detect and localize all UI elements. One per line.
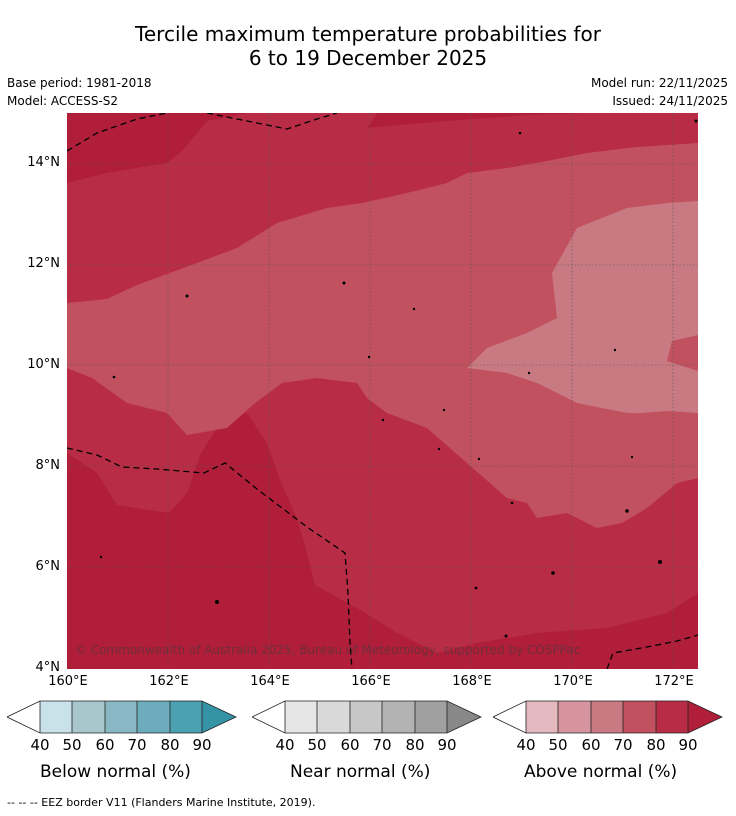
above-swatch-6	[688, 701, 722, 733]
near-swatch-0	[252, 701, 285, 733]
lat-label-10: 10°N	[27, 357, 60, 372]
below-tick-70: 70	[127, 736, 147, 754]
map-canvas	[67, 113, 698, 669]
colorbar-below-scale	[6, 700, 237, 734]
below-swatch-3	[105, 701, 137, 733]
below-tick-40: 40	[30, 736, 50, 754]
region-above-60	[467, 201, 698, 413]
above-swatch-2	[558, 701, 591, 733]
colorbar-above-scale	[492, 700, 723, 734]
model-run: Model run: 22/11/2025	[590, 76, 728, 90]
lon-label-162: 162°E	[149, 674, 189, 689]
below-tick-50: 50	[62, 736, 82, 754]
model-name: Model: ACCESS-S2	[7, 94, 119, 108]
lon-label-168: 168°E	[452, 674, 492, 689]
near-swatch-3	[350, 701, 382, 733]
above-tick-80: 80	[646, 736, 666, 754]
near-tick-40: 40	[275, 736, 295, 754]
below-swatch-0	[7, 701, 40, 733]
above-swatch-5	[656, 701, 688, 733]
lat-label-12: 12°N	[27, 256, 60, 271]
lon-label-166: 166°E	[351, 674, 391, 689]
near-tick-60: 60	[340, 736, 360, 754]
below-swatch-2	[72, 701, 105, 733]
above-swatch-0	[493, 701, 526, 733]
lon-label-164: 164°E	[250, 674, 290, 689]
above-swatch-4	[623, 701, 656, 733]
below-swatch-5	[170, 701, 202, 733]
colorbar-near: 40 50 60 70 80 90 Near normal (%)	[251, 700, 482, 782]
above-tick-60: 60	[581, 736, 601, 754]
below-tick-60: 60	[95, 736, 115, 754]
above-tick-90: 90	[678, 736, 698, 754]
lat-label-6: 6°N	[35, 559, 61, 574]
region-above-70	[67, 143, 698, 528]
below-swatch-1	[40, 701, 72, 733]
colorbar-near-scale	[251, 700, 482, 734]
meta-left: Base period: 1981-2018 Model: ACCESS-S2	[7, 74, 152, 110]
near-swatch-6	[447, 701, 481, 733]
near-tick-50: 50	[307, 736, 327, 754]
eez-border-west	[67, 447, 353, 669]
islands	[99, 119, 698, 638]
below-swatch-6	[202, 701, 236, 733]
below-normal-label: Below normal (%)	[40, 762, 191, 782]
lon-label-172: 172°E	[654, 674, 694, 689]
colorbar-above: 40 50 60 70 80 90 Above normal (%)	[492, 700, 723, 782]
probability-map[interactable]: © Commonwealth of Australia 2025, Bureau…	[67, 113, 698, 669]
graticule	[67, 113, 698, 669]
below-tick-80: 80	[160, 736, 180, 754]
meta-right: Model run: 22/11/2025 Issued: 24/11/2025	[591, 74, 728, 110]
near-tick-70: 70	[372, 736, 392, 754]
near-normal-label: Near normal (%)	[290, 762, 431, 782]
map-title: Tercile maximum temperature probabilitie…	[0, 22, 736, 70]
issued-date: Issued: 24/11/2025	[612, 94, 728, 108]
lat-label-8: 8°N	[35, 458, 61, 473]
copyright-notice: © Commonwealth of Australia 2025, Bureau…	[75, 643, 581, 657]
near-tick-90: 90	[437, 736, 457, 754]
near-swatch-2	[317, 701, 350, 733]
below-tick-90: 90	[192, 736, 212, 754]
near-swatch-4	[382, 701, 415, 733]
lon-label-160: 160°E	[48, 674, 88, 689]
lon-label-170: 170°E	[553, 674, 593, 689]
near-swatch-5	[415, 701, 447, 733]
lat-label-14: 14°N	[27, 155, 60, 170]
above-tick-40: 40	[516, 736, 536, 754]
near-tick-80: 80	[405, 736, 425, 754]
eez-footnote: -- -- -- EEZ border V11 (Flanders Marine…	[7, 796, 316, 809]
eez-border-top	[67, 113, 338, 152]
above-tick-50: 50	[548, 736, 568, 754]
lat-label-4: 4°N	[35, 660, 61, 675]
title-line-1: Tercile maximum temperature probabilitie…	[135, 22, 601, 46]
below-swatch-4	[137, 701, 170, 733]
colorbar-below: 40 50 60 70 80 90 Below normal (%)	[6, 700, 237, 782]
above-normal-label: Above normal (%)	[524, 762, 678, 782]
base-period: Base period: 1981-2018	[7, 76, 152, 90]
above-tick-70: 70	[613, 736, 633, 754]
title-line-2: 6 to 19 December 2025	[248, 46, 488, 70]
above-swatch-1	[526, 701, 558, 733]
eez-border-southeast	[606, 634, 698, 669]
above-swatch-3	[591, 701, 623, 733]
near-swatch-1	[285, 701, 317, 733]
